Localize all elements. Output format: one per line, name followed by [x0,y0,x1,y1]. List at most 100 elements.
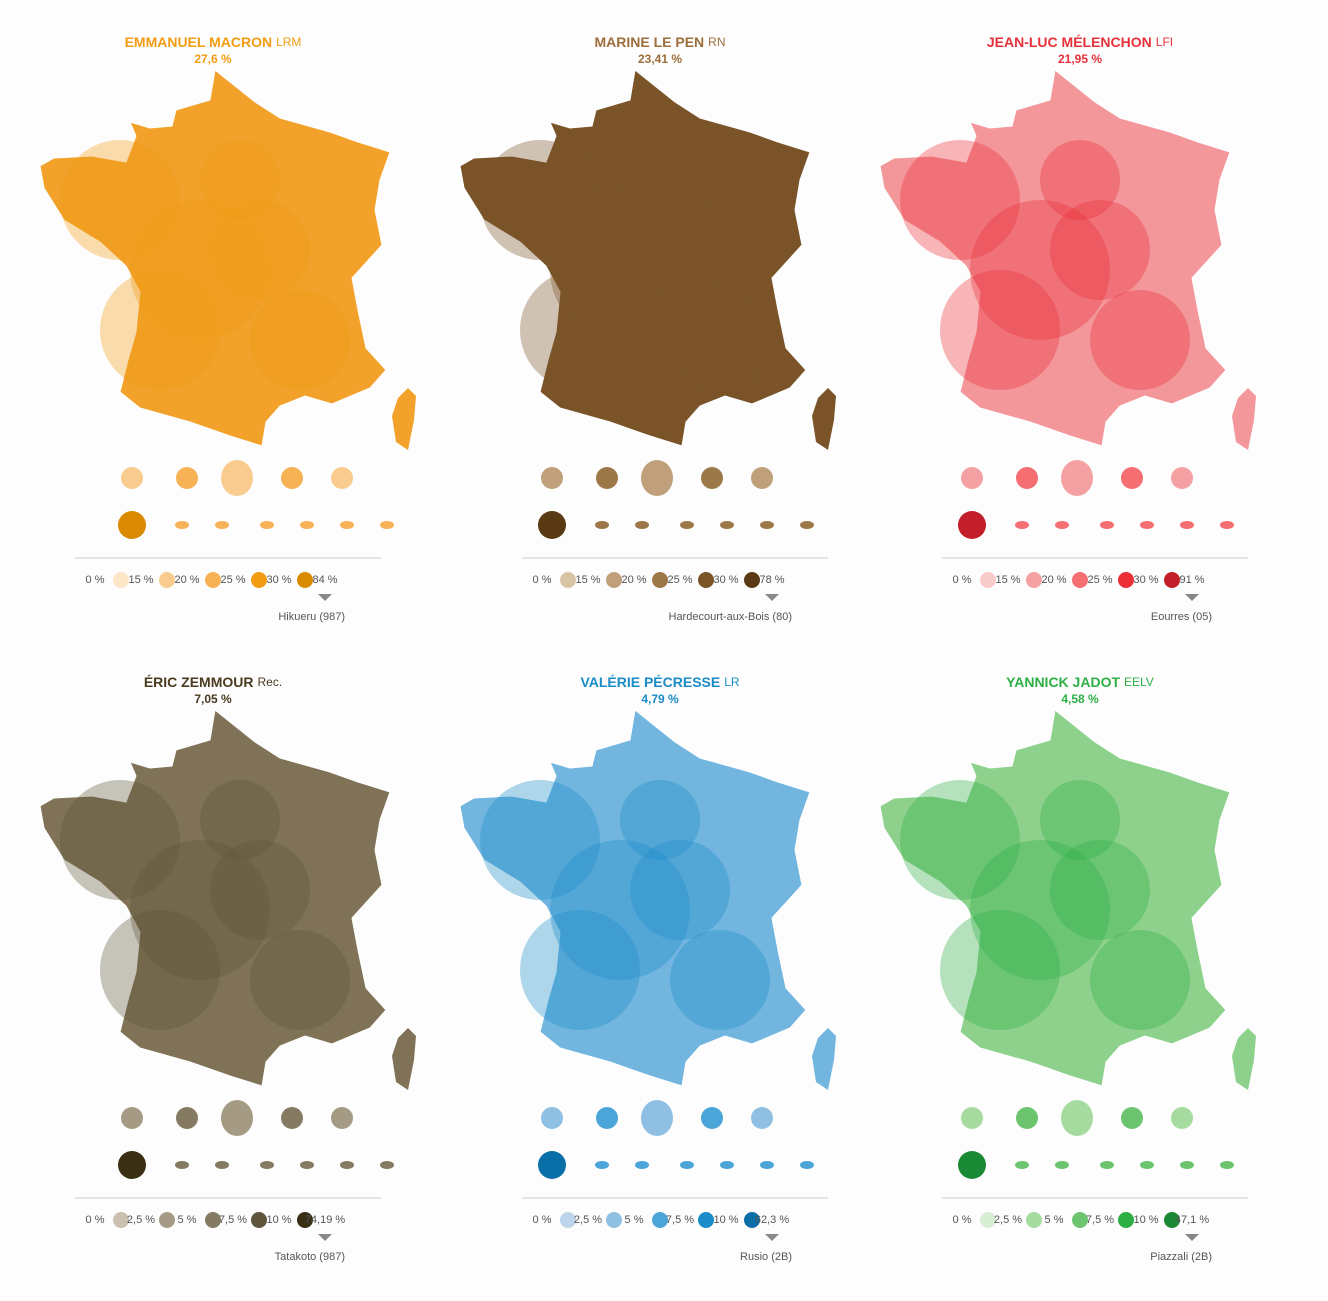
legend-label: 5 % [625,1214,644,1226]
map-texture [1050,200,1150,300]
overseas-territory [176,1107,198,1129]
overseas-territory [380,521,394,529]
overseas-territory [701,467,723,489]
map-texture [900,780,1020,900]
max-arrow [765,594,779,601]
legend-label: 10 % [1133,1214,1158,1226]
panel: YANNICK JADOT EELV 4,58 % 0 % 2,5 % 5 % 7,5 % 1… [879,674,1256,1263]
map-texture [1040,780,1120,860]
legend-swatch [1164,572,1180,588]
panel: JEAN-LUC MÉLENCHON LFI 21,95 % 0 % 15 % 20 % 2… [879,34,1256,623]
corsica [812,1028,836,1090]
map-texture [130,200,270,340]
corsica [1232,388,1256,450]
mainland [39,69,391,447]
overseas-territory [215,1161,229,1169]
legend-label: 0 % [86,574,105,586]
overseas-territory [300,521,314,529]
candidate-name: EMMANUEL MACRON [125,34,273,50]
max-place: Rusio (2B) [740,1251,792,1263]
map-texture [940,910,1060,1030]
legend-label: 5 % [1045,1214,1064,1226]
overseas-territory [1016,1107,1038,1129]
candidate-name: JEAN-LUC MÉLENCHON [987,34,1152,50]
overseas-territory [538,511,566,539]
overseas-territory [281,1107,303,1129]
legend-swatch [251,1212,267,1228]
overseas-territory [1220,1161,1234,1169]
overseas-territory [1180,521,1194,529]
legend-swatch [1118,1212,1134,1228]
map-texture [940,270,1060,390]
candidate-title: VALÉRIE PÉCRESSE LR [580,674,739,690]
overseas-territory [340,1161,354,1169]
legend-label: 10 % [713,1214,738,1226]
legend-label: 7,5 % [219,1214,247,1226]
legend-label: 0 % [533,574,552,586]
legend-label: 30 % [1133,574,1158,586]
overseas-territory [340,521,354,529]
map-texture [1050,840,1150,940]
overseas-territory [680,521,694,529]
party: EELV [1124,675,1154,689]
legend-swatch [744,1212,760,1228]
overseas-territory [1140,1161,1154,1169]
france-map [459,709,836,1090]
legend-label: 0 % [533,1214,552,1226]
map-texture [200,780,280,860]
max-place: Hardecourt-aux-Bois (80) [669,611,793,623]
legend-label: 84 % [312,574,337,586]
overseas-territory [1055,1161,1069,1169]
overseas-territory [1055,521,1069,529]
overseas-territory [118,1151,146,1179]
legend-label: 10 % [266,1214,291,1226]
overseas-territory [701,1107,723,1129]
map-texture [620,140,700,220]
legend-swatch [205,572,221,588]
legend-label: 20 % [174,574,199,586]
mainland [39,709,391,1087]
legend-swatch [1026,572,1042,588]
legend-swatch [113,572,129,588]
map-texture [60,140,180,260]
candidate-name: VALÉRIE PÉCRESSE [580,674,720,690]
legend-swatch [297,572,313,588]
legend-swatch [980,572,996,588]
overseas-territory [800,521,814,529]
map-texture [1040,140,1120,220]
legend-label: 5 % [178,1214,197,1226]
map-texture [900,140,1020,260]
legend-label: 74,19 % [305,1214,346,1226]
map-texture [250,930,350,1030]
overseas-territory [541,467,563,489]
national-share: 4,79 % [641,692,679,706]
overseas-territory [300,1161,314,1169]
legend-label: 30 % [713,574,738,586]
legend-label: 15 % [575,574,600,586]
overseas-territory [760,521,774,529]
overseas-territory [281,467,303,489]
legend-swatch [560,572,576,588]
map-texture [670,290,770,390]
overseas-territory [121,1107,143,1129]
candidate-name: ÉRIC ZEMMOUR [144,674,254,690]
overseas-territory [958,511,986,539]
overseas-territory [1171,467,1193,489]
legend-swatch [652,572,668,588]
france-map [879,709,1256,1090]
france-map [459,69,836,450]
overseas-territory [751,1107,773,1129]
legend-label: 0 % [953,1214,972,1226]
legend-swatch [1026,1212,1042,1228]
map-texture [250,290,350,390]
france-map [39,709,416,1090]
map-texture [200,140,280,220]
overseas [538,1100,814,1179]
legend-label: 30 % [266,574,291,586]
france-map [39,69,416,450]
map-texture [630,840,730,940]
panel: ÉRIC ZEMMOUR Rec. 7,05 % 0 % 2,5 % 5 % 7,5 % 10… [39,674,416,1263]
map-texture [100,910,220,1030]
overseas-territory [1220,521,1234,529]
